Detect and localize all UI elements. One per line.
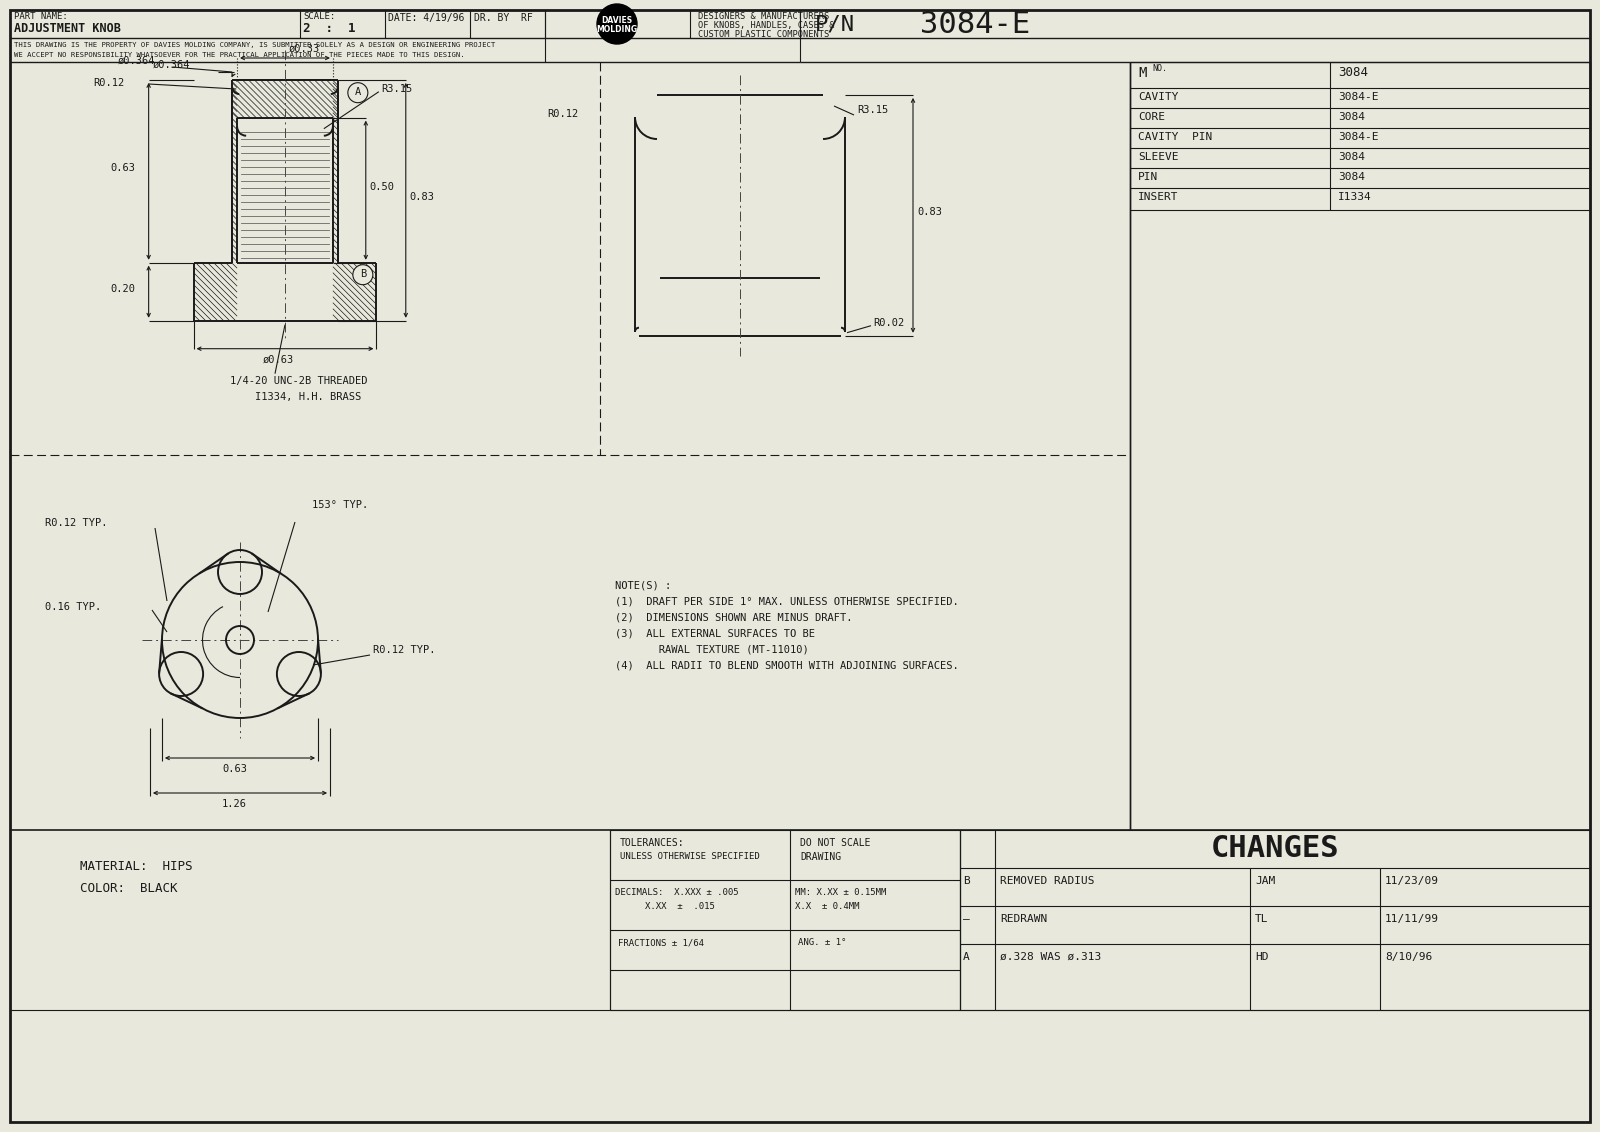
Text: I1334, H.H. BRASS: I1334, H.H. BRASS	[254, 392, 362, 402]
Text: R0.12: R0.12	[94, 78, 125, 88]
Text: R0.12 TYP.: R0.12 TYP.	[45, 518, 107, 528]
Text: 0.63: 0.63	[222, 764, 246, 774]
Text: X.X  ± 0.4MM: X.X ± 0.4MM	[795, 902, 859, 911]
Text: CORE: CORE	[1138, 112, 1165, 122]
Text: 1/4-20 UNC-2B THREADED: 1/4-20 UNC-2B THREADED	[230, 376, 368, 386]
Text: 8/10/96: 8/10/96	[1386, 952, 1432, 962]
Text: UNLESS OTHERWISE SPECIFIED: UNLESS OTHERWISE SPECIFIED	[621, 852, 760, 861]
Text: A: A	[355, 87, 362, 96]
Text: CAVITY: CAVITY	[1138, 92, 1179, 102]
Text: (3)  ALL EXTERNAL SURFACES TO BE: (3) ALL EXTERNAL SURFACES TO BE	[614, 628, 814, 638]
Text: NO.: NO.	[1152, 65, 1166, 72]
Text: 3084-E: 3084-E	[1338, 92, 1379, 102]
Text: DRAWING: DRAWING	[800, 852, 842, 861]
Text: SLEEVE: SLEEVE	[1138, 152, 1179, 162]
Text: 3084-E: 3084-E	[920, 10, 1030, 38]
Text: JAM: JAM	[1254, 876, 1275, 886]
Text: TL: TL	[1254, 914, 1269, 924]
Bar	[610, 830, 960, 1010]
Text: 3084: 3084	[1338, 152, 1365, 162]
Polygon shape	[232, 80, 338, 118]
Text: COLOR:  BLACK: COLOR: BLACK	[80, 882, 178, 895]
Text: ANG. ± 1°: ANG. ± 1°	[798, 938, 846, 947]
Text: R3.15: R3.15	[381, 84, 413, 94]
Text: DO NOT SCALE: DO NOT SCALE	[800, 838, 870, 848]
Circle shape	[354, 265, 373, 285]
Text: MATERIAL:  HIPS: MATERIAL: HIPS	[80, 860, 192, 873]
Text: R3.15: R3.15	[858, 105, 888, 115]
Polygon shape	[194, 263, 237, 320]
Text: 2  :  1: 2 : 1	[302, 22, 355, 35]
Text: FRACTIONS ± 1/64: FRACTIONS ± 1/64	[618, 938, 704, 947]
Text: 153° TYP.: 153° TYP.	[312, 500, 368, 511]
Circle shape	[347, 83, 368, 103]
Text: ø0.364: ø0.364	[152, 60, 190, 70]
Text: ADJUSTMENT KNOB: ADJUSTMENT KNOB	[14, 22, 122, 35]
Text: M: M	[1138, 66, 1146, 80]
Text: 3084: 3084	[1338, 172, 1365, 182]
Text: MOLDING: MOLDING	[597, 25, 637, 34]
Text: PIN: PIN	[1138, 172, 1158, 182]
Text: DAVIES: DAVIES	[602, 16, 632, 25]
Text: REMOVED RADIUS: REMOVED RADIUS	[1000, 876, 1094, 886]
Text: DR. BY  RF: DR. BY RF	[474, 12, 533, 23]
Text: ø0.364: ø0.364	[117, 55, 155, 66]
Text: 0.50: 0.50	[370, 182, 395, 192]
Text: 3084: 3084	[1338, 112, 1365, 122]
Text: 0.83: 0.83	[410, 192, 435, 203]
Text: P/N: P/N	[814, 14, 854, 34]
Text: 3084-E: 3084-E	[1338, 132, 1379, 142]
Polygon shape	[333, 263, 376, 320]
Text: 1.26: 1.26	[222, 799, 246, 809]
Text: B: B	[963, 876, 970, 886]
Text: DESIGNERS & MANUFACTURERS: DESIGNERS & MANUFACTURERS	[698, 12, 829, 22]
Text: INSERT: INSERT	[1138, 192, 1179, 201]
Text: CAVITY  PIN: CAVITY PIN	[1138, 132, 1213, 142]
Text: THIS DRAWING IS THE PROPERTY OF DAVIES MOLDING COMPANY, IS SUBMITTED SOLELY AS A: THIS DRAWING IS THE PROPERTY OF DAVIES M…	[14, 42, 496, 48]
Circle shape	[597, 5, 637, 44]
Text: 0.16 TYP.: 0.16 TYP.	[45, 602, 101, 612]
Text: R0.02: R0.02	[874, 318, 904, 327]
Text: ø.328 WAS ø.313: ø.328 WAS ø.313	[1000, 952, 1101, 962]
Text: I1334: I1334	[1338, 192, 1371, 201]
Polygon shape	[232, 80, 237, 263]
Text: SCALE:: SCALE:	[302, 12, 336, 22]
Text: DATE: 4/19/96: DATE: 4/19/96	[387, 12, 464, 23]
Text: R0.12 TYP.: R0.12 TYP.	[373, 645, 435, 655]
Text: HD: HD	[1254, 952, 1269, 962]
Bar	[960, 830, 1590, 1010]
Text: B: B	[360, 268, 366, 278]
Text: (1)  DRAFT PER SIDE 1° MAX. UNLESS OTHERWISE SPECIFIED.: (1) DRAFT PER SIDE 1° MAX. UNLESS OTHERW…	[614, 597, 958, 606]
Text: X.XX  ±  .015: X.XX ± .015	[645, 902, 715, 911]
Text: CHANGES: CHANGES	[1211, 834, 1339, 863]
Polygon shape	[333, 80, 338, 263]
Text: CUSTOM PLASTIC COMPONENTS: CUSTOM PLASTIC COMPONENTS	[698, 31, 829, 38]
Text: 0.83: 0.83	[917, 207, 942, 217]
Text: REDRAWN: REDRAWN	[1000, 914, 1048, 924]
Text: TOLERANCES:: TOLERANCES:	[621, 838, 685, 848]
Text: A: A	[963, 952, 970, 962]
Text: –: –	[963, 914, 970, 924]
Text: OF KNOBS, HANDLES, CASES &: OF KNOBS, HANDLES, CASES &	[698, 22, 835, 31]
Text: 11/11/99: 11/11/99	[1386, 914, 1438, 924]
Text: 11/23/09: 11/23/09	[1386, 876, 1438, 886]
Text: R0.12: R0.12	[547, 109, 578, 119]
Text: (2)  DIMENSIONS SHOWN ARE MINUS DRAFT.: (2) DIMENSIONS SHOWN ARE MINUS DRAFT.	[614, 612, 853, 621]
Text: MM: X.XX ± 0.15MM: MM: X.XX ± 0.15MM	[795, 887, 886, 897]
Text: ø0.63: ø0.63	[262, 354, 294, 365]
Text: DECIMALS:  X.XXX ± .005: DECIMALS: X.XXX ± .005	[614, 887, 739, 897]
Text: (4)  ALL RADII TO BLEND SMOOTH WITH ADJOINING SURFACES.: (4) ALL RADII TO BLEND SMOOTH WITH ADJOI…	[614, 660, 958, 670]
Text: 3084: 3084	[1338, 66, 1368, 79]
Text: RAWAL TEXTURE (MT-11010): RAWAL TEXTURE (MT-11010)	[614, 644, 808, 654]
Text: 0.63: 0.63	[110, 163, 136, 173]
Text: NOTE(S) :: NOTE(S) :	[614, 580, 672, 590]
Text: 0.20: 0.20	[110, 284, 136, 293]
Text: ø0.33: ø0.33	[290, 44, 320, 54]
Text: PART NAME:: PART NAME:	[14, 12, 67, 22]
Text: WE ACCEPT NO RESPONSIBILITY WHATSOEVER FOR THE PRACTICAL APPLICATION OF THE PIEC: WE ACCEPT NO RESPONSIBILITY WHATSOEVER F…	[14, 52, 464, 58]
